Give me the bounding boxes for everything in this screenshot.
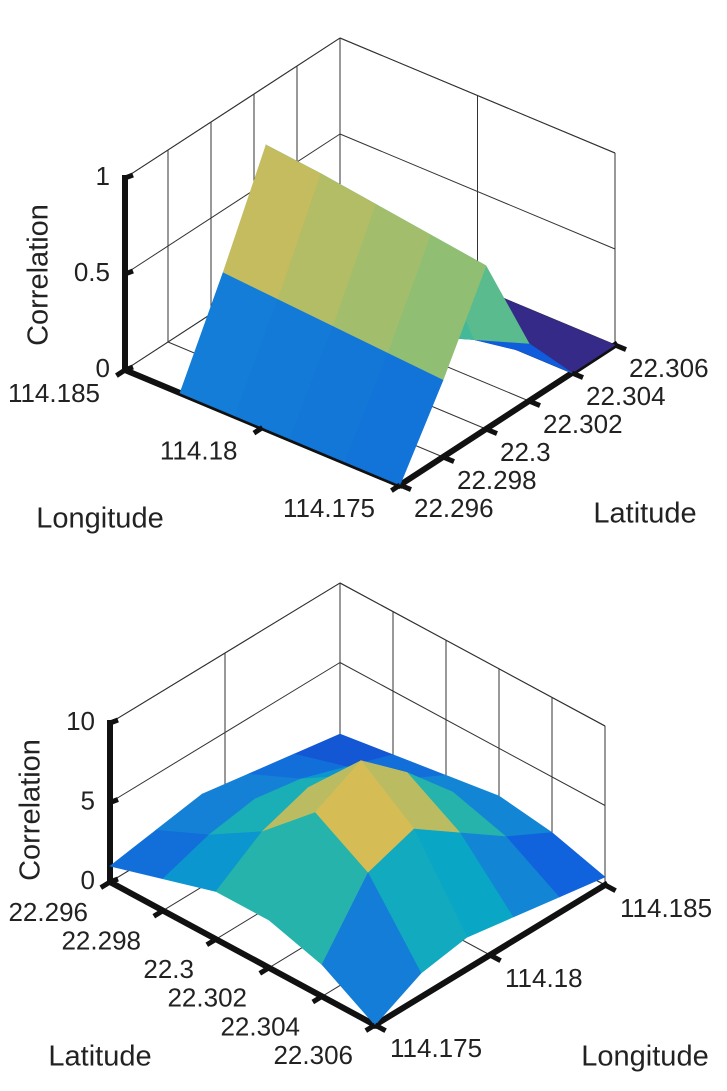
z-tick: [124, 268, 134, 277]
y-tick: [528, 398, 541, 408]
x-tick: [373, 1022, 387, 1033]
z-tick: [109, 876, 119, 885]
y-tick-label: 22.306: [273, 1040, 353, 1070]
x-tick: [115, 367, 127, 378]
z-tick-label: 0: [96, 353, 110, 383]
y-tick-label: 22.3: [500, 437, 551, 467]
x-tick-label: 114.18: [505, 963, 583, 993]
z-axis-title: Correlation: [15, 739, 47, 881]
y-tick-label: 22.304: [220, 1011, 300, 1041]
z-tick-label: 1: [96, 161, 110, 191]
x-tick-label: 114.175: [390, 1033, 482, 1063]
x-tick-label: 114.185: [620, 893, 712, 923]
surface-patch: [344, 352, 444, 486]
grid-line: [124, 37, 341, 179]
x-axis-title: Longitude: [581, 1041, 708, 1073]
y-tick: [571, 370, 584, 380]
y-tick-label: 22.3: [143, 954, 194, 984]
y-tick-label: 22.296: [414, 493, 494, 523]
grid-line: [339, 37, 616, 154]
y-tick: [364, 1022, 377, 1033]
y-tick: [258, 965, 271, 976]
y-tick-label: 22.298: [61, 925, 141, 955]
z-tick-label: 0: [81, 865, 95, 895]
grid-line: [339, 582, 606, 727]
grid-line: [109, 662, 341, 803]
x-tick-label: 114.18: [160, 435, 238, 465]
grid-line: [339, 662, 606, 806]
y-tick-label: 22.298: [457, 465, 537, 495]
x-tick-label: 114.175: [283, 493, 375, 523]
y-tick: [205, 937, 218, 947]
z-tick: [109, 797, 119, 805]
z-tick-label: 5: [81, 785, 95, 815]
z-tick: [109, 717, 119, 726]
y-tick-label: 22.302: [543, 409, 623, 439]
z-tick-label: 10: [66, 706, 95, 736]
y-tick: [311, 994, 324, 1005]
y-axis-title: Latitude: [48, 1041, 151, 1073]
grid-line: [109, 582, 341, 724]
y-tick: [614, 342, 627, 352]
z-axis-title: Correlation: [23, 204, 55, 346]
z-tick: [124, 364, 134, 373]
y-axis-title: Latitude: [593, 498, 696, 530]
y-tick: [485, 426, 498, 436]
x-axis-title: Longitude: [36, 503, 163, 535]
grid-line: [124, 133, 341, 275]
x-tick: [390, 482, 402, 493]
x-tick: [488, 952, 502, 963]
y-tick: [152, 908, 165, 919]
y-tick: [442, 454, 455, 464]
y-tick: [99, 879, 112, 890]
y-tick-label: 22.302: [167, 983, 247, 1013]
z-tick: [124, 172, 134, 181]
y-tick: [399, 482, 412, 492]
grid-line: [339, 133, 616, 250]
y-tick-label: 22.304: [586, 381, 666, 411]
x-tick: [603, 882, 617, 893]
surface-patch: [321, 872, 422, 1026]
y-axis: [105, 877, 380, 1030]
x-tick: [252, 425, 264, 436]
z-tick-label: 0.5: [74, 257, 110, 287]
y-tick-label: 22.306: [629, 353, 709, 383]
x-tick-label: 114.185: [8, 378, 100, 408]
y-tick-label: 22.296: [8, 897, 88, 927]
